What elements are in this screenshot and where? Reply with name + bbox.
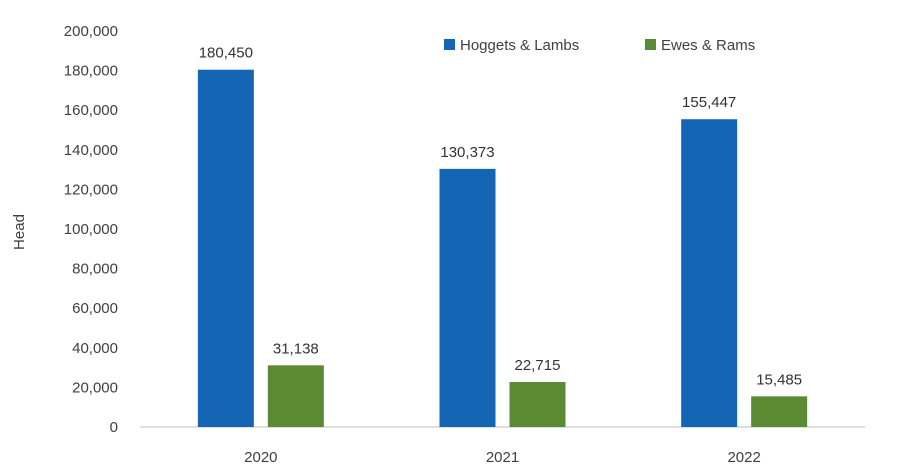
data-label: 15,485 xyxy=(756,371,802,388)
data-label: 180,450 xyxy=(199,45,253,62)
bar-hoggets-lambs-2020 xyxy=(197,69,254,428)
y-tick-label: 140,000 xyxy=(64,142,118,159)
y-tick-label: 60,000 xyxy=(72,300,118,317)
x-tick-label: 2022 xyxy=(727,449,760,466)
x-tick-label: 2020 xyxy=(244,449,277,466)
y-tick-label: 80,000 xyxy=(72,261,118,278)
y-tick-label: 160,000 xyxy=(64,102,118,119)
legend: Hoggets & Lambs Ewes & Rams xyxy=(444,37,755,54)
legend-swatch xyxy=(645,39,656,50)
x-tick-label: 2021 xyxy=(486,449,519,466)
y-tick-label: 0 xyxy=(110,419,118,436)
y-tick-label: 100,000 xyxy=(64,221,118,238)
y-tick-label: 20,000 xyxy=(72,379,118,396)
legend-label: Hoggets & Lambs xyxy=(460,37,579,54)
x-axis-ticks: 2020 2021 2022 xyxy=(244,449,761,466)
bar-ewes-rams-2021 xyxy=(509,382,566,427)
bar-hoggets-lambs-2022 xyxy=(681,119,738,428)
data-label: 22,715 xyxy=(515,357,561,374)
y-axis-ticks: 0 20,000 40,000 60,000 80,000 100,000 120,000 1… xyxy=(64,23,118,436)
bars: 180,450 31,138 130,373 22,715 155,447 15,485 xyxy=(197,45,808,428)
bar-ewes-rams-2020 xyxy=(267,365,324,427)
legend-swatch xyxy=(444,39,455,50)
y-tick-label: 180,000 xyxy=(64,63,118,80)
y-tick-label: 200,000 xyxy=(64,23,118,40)
y-tick-label: 120,000 xyxy=(64,181,118,198)
data-label: 155,447 xyxy=(682,94,736,111)
y-tick-label: 40,000 xyxy=(72,340,118,357)
data-label: 31,138 xyxy=(273,340,319,357)
bar-ewes-rams-2022 xyxy=(751,396,808,427)
bar-hoggets-lambs-2021 xyxy=(439,168,496,428)
data-label: 130,373 xyxy=(440,144,494,161)
legend-label: Ewes & Rams xyxy=(661,37,755,54)
y-axis-title: Head xyxy=(11,214,28,250)
